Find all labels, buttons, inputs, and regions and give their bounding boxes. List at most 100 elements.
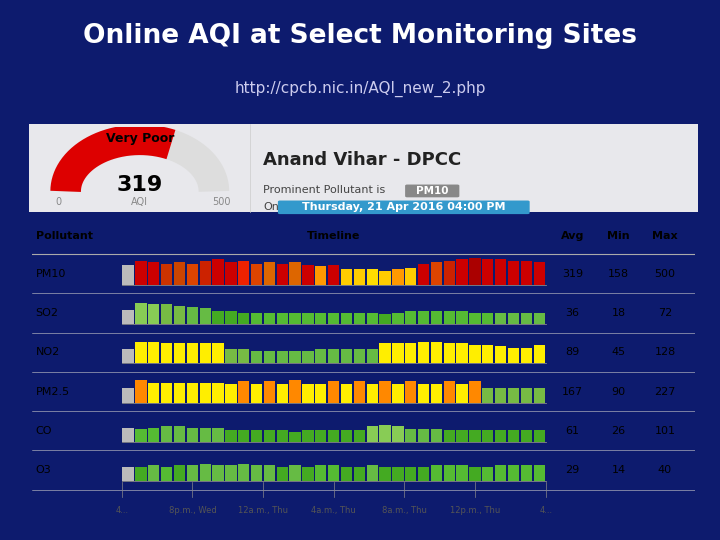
Bar xyxy=(328,381,339,402)
Bar xyxy=(482,388,493,402)
Bar xyxy=(328,465,339,481)
Bar xyxy=(392,426,404,442)
Bar xyxy=(379,343,391,363)
Bar xyxy=(418,311,429,324)
Bar xyxy=(302,384,314,402)
Text: Max: Max xyxy=(652,232,678,241)
Bar xyxy=(341,349,352,363)
Bar xyxy=(392,313,404,324)
Bar xyxy=(418,384,429,402)
Text: Timeline: Timeline xyxy=(307,232,361,241)
Bar xyxy=(354,430,365,442)
Bar xyxy=(469,381,481,402)
Bar xyxy=(135,429,147,442)
Bar xyxy=(328,313,339,324)
Bar xyxy=(521,388,532,402)
Bar xyxy=(366,426,378,442)
Text: 18: 18 xyxy=(611,308,626,318)
Bar xyxy=(508,313,519,324)
Bar xyxy=(405,343,416,363)
Bar xyxy=(341,467,352,481)
Bar xyxy=(276,264,288,285)
Bar xyxy=(289,380,301,402)
Bar xyxy=(379,467,391,481)
Bar xyxy=(444,381,455,402)
Text: PM10: PM10 xyxy=(416,186,449,196)
Bar xyxy=(469,467,481,481)
Bar xyxy=(238,464,249,481)
Bar xyxy=(135,467,147,481)
Bar xyxy=(456,343,468,363)
Bar xyxy=(199,464,211,481)
Bar xyxy=(366,269,378,285)
Bar xyxy=(418,429,429,442)
Bar xyxy=(289,432,301,442)
Bar xyxy=(366,465,378,481)
Bar xyxy=(405,311,416,324)
Bar xyxy=(251,350,262,363)
Bar xyxy=(508,465,519,481)
Bar xyxy=(199,428,211,442)
Text: 227: 227 xyxy=(654,387,675,396)
Bar xyxy=(186,343,198,363)
Bar xyxy=(238,313,249,324)
Bar xyxy=(379,381,391,402)
Bar xyxy=(186,307,198,324)
Bar xyxy=(444,311,455,324)
Bar xyxy=(212,428,224,442)
Bar xyxy=(456,465,468,481)
Bar xyxy=(276,384,288,402)
Bar xyxy=(199,383,211,402)
Bar xyxy=(225,262,237,285)
Bar xyxy=(135,261,147,285)
Bar xyxy=(122,349,134,363)
Bar xyxy=(122,428,134,442)
Bar xyxy=(418,342,429,363)
Bar xyxy=(174,306,185,324)
Bar xyxy=(341,384,352,402)
Bar xyxy=(276,467,288,481)
Bar xyxy=(341,430,352,442)
FancyBboxPatch shape xyxy=(278,200,530,214)
Text: Anand Vihar - DPCC: Anand Vihar - DPCC xyxy=(264,151,462,169)
Text: 29: 29 xyxy=(565,465,580,475)
Text: 4a.m., Thu: 4a.m., Thu xyxy=(312,507,356,515)
Bar xyxy=(289,350,301,363)
Text: Online AQI at Select Monitoring Sites: Online AQI at Select Monitoring Sites xyxy=(83,23,637,49)
Bar xyxy=(431,465,442,481)
Bar xyxy=(456,311,468,324)
Text: On: On xyxy=(264,202,279,212)
Bar xyxy=(328,430,339,442)
Bar xyxy=(199,343,211,363)
Bar xyxy=(482,345,493,363)
Bar xyxy=(225,384,237,402)
Bar xyxy=(328,265,339,285)
Bar xyxy=(456,259,468,285)
Bar xyxy=(148,465,160,481)
Bar xyxy=(495,465,506,481)
Bar xyxy=(508,348,519,363)
Bar xyxy=(521,465,532,481)
Bar xyxy=(431,429,442,442)
Bar xyxy=(534,313,545,324)
Text: 12p.m., Thu: 12p.m., Thu xyxy=(450,507,500,515)
Bar xyxy=(251,313,262,324)
Bar xyxy=(354,349,365,363)
Bar xyxy=(186,428,198,442)
Bar xyxy=(174,262,185,285)
Bar xyxy=(264,313,275,324)
Bar xyxy=(444,465,455,481)
Bar xyxy=(341,313,352,324)
Bar xyxy=(456,384,468,402)
Bar xyxy=(212,383,224,402)
Text: 319: 319 xyxy=(562,269,582,279)
Bar xyxy=(186,465,198,481)
Bar xyxy=(186,264,198,285)
Bar xyxy=(495,259,506,285)
Bar xyxy=(264,381,275,402)
Bar xyxy=(122,467,134,481)
Bar xyxy=(161,426,172,442)
Bar xyxy=(225,465,237,481)
Bar xyxy=(264,350,275,363)
Bar xyxy=(431,384,442,402)
